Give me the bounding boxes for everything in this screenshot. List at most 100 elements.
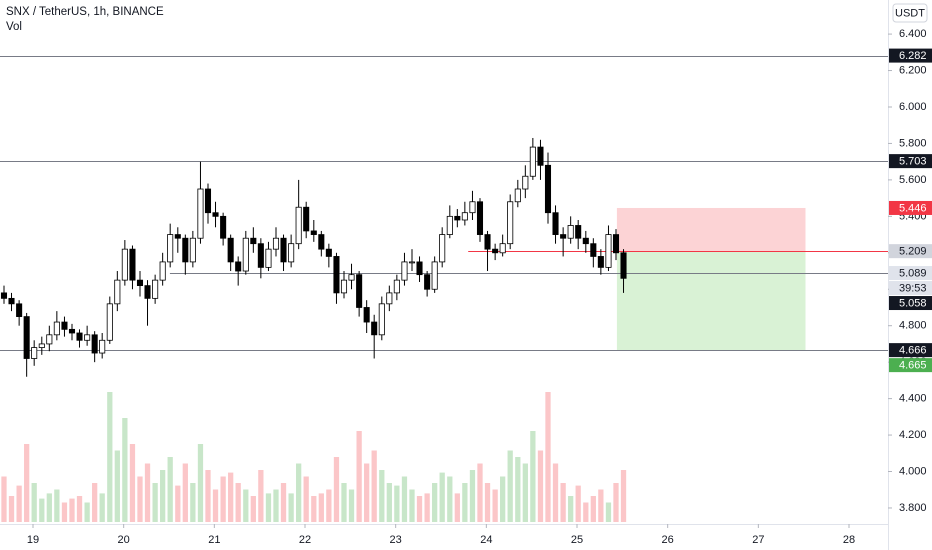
volume-bar: [371, 450, 377, 522]
x-tick-label: 19: [27, 534, 39, 546]
candle-body: [167, 234, 174, 263]
candle-body: [265, 248, 272, 268]
volume-bar: [590, 496, 596, 522]
candle-body: [416, 261, 423, 276]
volume-bar: [613, 483, 619, 522]
volume-bar: [409, 489, 415, 522]
candle-body: [363, 307, 370, 323]
candle-body: [91, 334, 98, 354]
price-label: 4.665: [899, 360, 927, 372]
x-tick-label: 27: [752, 534, 764, 546]
y-tick-label: 4.800: [899, 320, 927, 332]
volume-bar: [507, 450, 513, 522]
candle-body: [16, 303, 23, 317]
candle-body: [235, 261, 242, 272]
volume-bar: [545, 392, 551, 522]
volume-bar: [84, 502, 90, 522]
candle-body: [575, 225, 582, 239]
volume-bar: [605, 502, 612, 522]
volume-bar: [265, 493, 272, 522]
candle-body: [582, 237, 589, 245]
price-label: 6.282: [899, 50, 927, 62]
volume-bar: [447, 476, 453, 522]
candle-body: [272, 237, 280, 250]
volume-bar: [250, 496, 256, 522]
candle-body: [159, 261, 166, 281]
price-label: 39:53: [899, 282, 927, 294]
volume-bar: [462, 483, 468, 522]
price-label-bg: [889, 343, 932, 358]
price-label-bg: [889, 154, 932, 169]
y-tick-label: 4.200: [899, 429, 927, 441]
volume-bar: [477, 463, 483, 522]
price-label: 5.209: [899, 246, 927, 258]
candle-body: [152, 279, 159, 299]
candle-body: [61, 321, 68, 330]
x-tick-label: 23: [390, 534, 402, 546]
x-tick-label: 25: [571, 534, 583, 546]
volume-bar: [1, 476, 7, 522]
volume-bar: [167, 457, 173, 522]
currency-button[interactable]: [892, 3, 928, 23]
volume-bar: [152, 483, 158, 522]
volume-bar: [303, 476, 309, 522]
candle-body: [386, 292, 393, 305]
volume-bar: [197, 444, 204, 522]
candle-body: [0, 292, 8, 299]
y-tick-label: 6.000: [899, 101, 927, 113]
volume-bar: [326, 489, 332, 522]
candle-body: [189, 237, 196, 263]
price-label: 5.089: [899, 267, 927, 279]
candle-body: [136, 279, 144, 287]
volume-bar: [560, 483, 566, 522]
candle-body: [612, 234, 620, 254]
candle-body: [84, 334, 91, 341]
candle-body: [529, 146, 536, 177]
candle-body: [197, 188, 204, 239]
candle-body: [567, 225, 574, 239]
candle-body: [204, 188, 212, 214]
volume-bar: [492, 489, 498, 522]
candle-body: [325, 248, 332, 257]
price-label: 5.446: [899, 202, 927, 214]
y-tick-label: 6.200: [899, 64, 927, 76]
candle-body: [242, 237, 249, 272]
y-tick-label: 5.600: [899, 174, 927, 186]
volume-bar: [99, 493, 105, 522]
candle-body: [46, 334, 53, 345]
volume-bar: [273, 489, 279, 522]
candle-body: [53, 321, 60, 336]
candle-body: [552, 212, 559, 235]
volume-bar: [356, 431, 362, 522]
candle-body: [620, 252, 627, 279]
y-tick-label: 4.000: [899, 465, 927, 477]
candle-body: [507, 201, 514, 245]
volume-bar: [484, 483, 491, 522]
volume-bar: [92, 483, 98, 522]
volume-bar: [16, 485, 22, 522]
volume-bar: [333, 457, 340, 522]
candle-body: [439, 234, 446, 263]
volume-bar: [235, 483, 241, 522]
volume-bar: [212, 489, 219, 522]
back-layer: [0, 56, 888, 351]
candle-body: [8, 297, 15, 305]
volume-bar: [469, 470, 476, 522]
volume-bar: [364, 463, 370, 522]
price-label: 5.058: [899, 297, 927, 309]
volume-bar: [552, 463, 559, 522]
price-label: 4.666: [899, 345, 927, 357]
candle-body: [499, 243, 506, 254]
candle-body: [469, 201, 476, 214]
volume-bar: [537, 450, 544, 522]
candle-layer: [0, 137, 627, 377]
candle-body: [371, 321, 378, 336]
price-label-bg: [889, 244, 932, 259]
candle-body: [121, 248, 128, 281]
volume-bar: [8, 496, 15, 522]
volume-bar: [522, 463, 528, 522]
volume-bar: [416, 496, 423, 522]
candle-body: [114, 279, 121, 305]
